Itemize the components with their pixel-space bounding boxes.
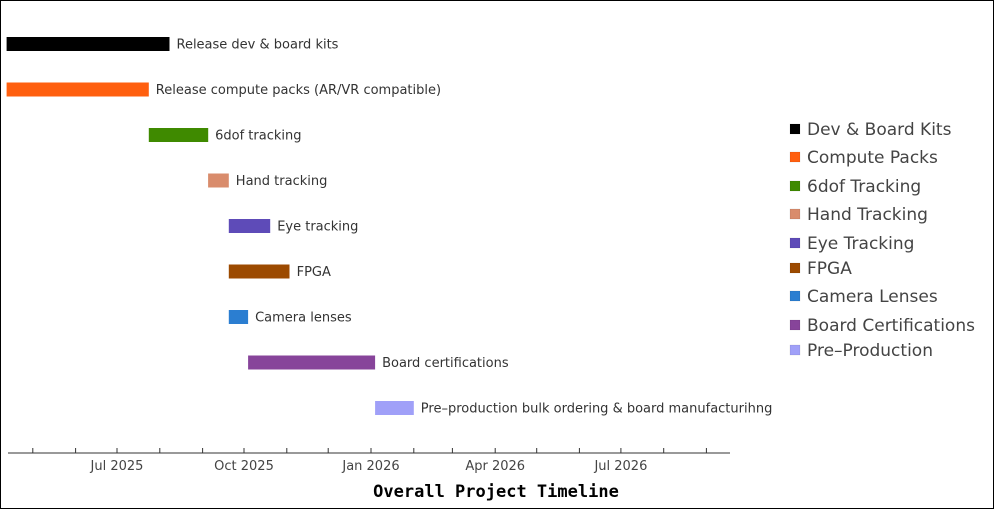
x-tick-label: Oct 2025 — [214, 459, 274, 474]
x-axis-label: Overall Project Timeline — [373, 482, 619, 502]
bars-layer: Release dev & board kits Release compute … — [6, 37, 772, 417]
task-row: Release compute packs (AR/VR compatible) — [6, 82, 441, 98]
x-tick-label: Jul 2025 — [90, 459, 144, 474]
task-bar — [228, 310, 249, 324]
legend: Dev & Board Kits Compute Packs 6dof Tracki… — [789, 120, 975, 361]
legend-item: Board Certifications — [789, 316, 975, 336]
legend-label: Board Certifications — [807, 316, 975, 336]
legend-label: Pre–Production — [807, 341, 933, 361]
task-label: Release compute packs (AR/VR compatible) — [156, 83, 441, 98]
task-row: FPGA — [228, 264, 331, 280]
task-label: FPGA — [297, 265, 331, 280]
task-bar — [228, 264, 290, 279]
task-bar — [228, 219, 271, 233]
legend-label: Hand Tracking — [807, 205, 928, 225]
task-bar — [208, 173, 229, 188]
task-row: Eye tracking — [228, 219, 358, 235]
legend-item: 6dof Tracking — [789, 177, 921, 197]
legend-item: Compute Packs — [789, 148, 938, 168]
legend-swatch — [789, 262, 801, 274]
task-label: Eye tracking — [277, 220, 358, 235]
task-bar — [6, 37, 170, 51]
task-row: Release dev & board kits — [6, 37, 339, 53]
task-label: 6dof tracking — [215, 129, 301, 144]
task-bar — [248, 355, 376, 370]
legend-swatch — [789, 237, 801, 249]
x-tick-label: Jul 2026 — [593, 459, 647, 474]
task-row: Hand tracking — [208, 173, 328, 189]
legend-item: Eye Tracking — [789, 234, 914, 254]
legend-swatch — [789, 123, 801, 135]
legend-label: Dev & Board Kits — [807, 120, 952, 140]
legend-swatch — [789, 319, 801, 331]
x-tick-label: Jan 2026 — [341, 459, 399, 474]
legend-item: Dev & Board Kits — [789, 120, 952, 140]
legend-swatch — [789, 180, 801, 192]
legend-label: Eye Tracking — [807, 234, 914, 254]
legend-swatch — [789, 151, 801, 163]
legend-item: Camera Lenses — [789, 287, 938, 307]
legend-label: FPGA — [807, 259, 852, 279]
task-label: Hand tracking — [236, 174, 328, 189]
task-label: Pre–production bulk ordering & board man… — [421, 402, 773, 417]
task-row: Pre–production bulk ordering & board man… — [375, 401, 772, 417]
legend-item: Hand Tracking — [789, 205, 928, 225]
legend-label: 6dof Tracking — [807, 177, 921, 197]
task-label: Release dev & board kits — [177, 38, 339, 53]
task-bar — [148, 128, 209, 142]
legend-swatch — [789, 208, 801, 220]
legend-label: Compute Packs — [807, 148, 938, 168]
legend-swatch — [789, 344, 801, 356]
task-label: Camera lenses — [255, 311, 352, 326]
legend-swatch — [789, 290, 801, 302]
task-bar — [6, 82, 149, 97]
legend-item: Pre–Production — [789, 341, 933, 361]
task-row: 6dof tracking — [148, 128, 301, 144]
task-row: Camera lenses — [228, 310, 352, 326]
x-tick-label: Apr 2026 — [465, 459, 525, 474]
task-bar — [375, 401, 414, 415]
task-label: Board certifications — [382, 356, 509, 371]
x-axis: Jul 2025 Oct 2025 Jan 2026 Apr 2026 Jul 2026 — [8, 448, 730, 474]
legend-label: Camera Lenses — [807, 287, 938, 307]
legend-item: FPGA — [789, 259, 852, 279]
task-row: Board certifications — [248, 355, 509, 371]
